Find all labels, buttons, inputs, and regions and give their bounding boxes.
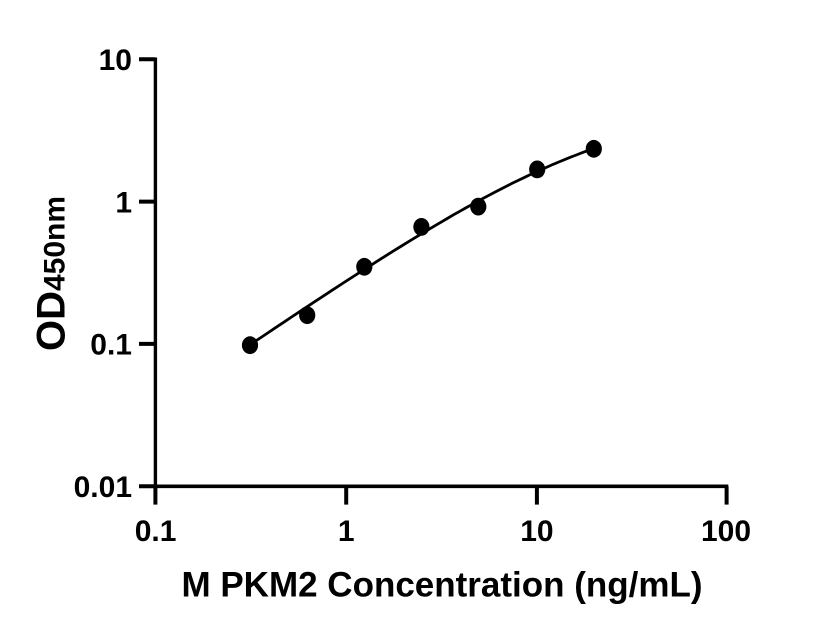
svg-text:M PKM2 Concentration (ng/mL): M PKM2 Concentration (ng/mL) xyxy=(181,566,702,605)
svg-text:1: 1 xyxy=(115,186,132,219)
svg-text:100: 100 xyxy=(701,515,751,548)
svg-text:10: 10 xyxy=(520,515,553,548)
svg-text:10: 10 xyxy=(99,44,132,77)
svg-text:1: 1 xyxy=(338,515,355,548)
svg-text:0.1: 0.1 xyxy=(135,515,177,548)
svg-text:0.01: 0.01 xyxy=(74,471,132,504)
svg-text:0.1: 0.1 xyxy=(90,329,132,362)
